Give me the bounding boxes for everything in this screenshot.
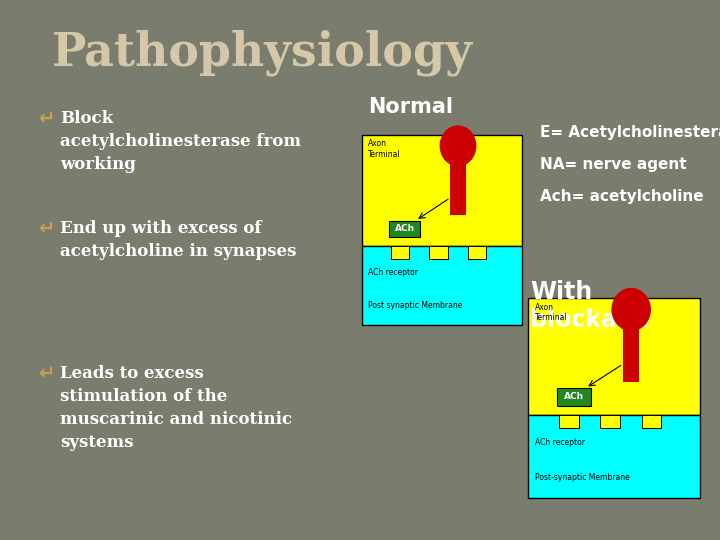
Bar xyxy=(467,246,486,259)
Text: Normal: Normal xyxy=(368,97,453,117)
Text: End up with excess of
acetylcholine in synapses: End up with excess of acetylcholine in s… xyxy=(60,220,297,260)
Bar xyxy=(600,415,620,428)
Bar xyxy=(642,415,661,428)
Text: ↵: ↵ xyxy=(38,220,55,239)
Text: With
blockade: With blockade xyxy=(530,280,650,332)
Text: ACh receptor: ACh receptor xyxy=(535,438,585,447)
Text: Ach= acetylcholine: Ach= acetylcholine xyxy=(540,189,703,204)
Ellipse shape xyxy=(611,288,651,331)
Text: Post synaptic Membrane: Post synaptic Membrane xyxy=(369,301,463,310)
Bar xyxy=(451,157,466,215)
Bar xyxy=(557,388,591,406)
Text: NA= nerve agent: NA= nerve agent xyxy=(540,157,687,172)
Bar xyxy=(391,246,409,259)
Bar xyxy=(362,135,522,246)
Text: ACh: ACh xyxy=(564,393,584,401)
Text: Axon
Terminal: Axon Terminal xyxy=(535,303,567,322)
Ellipse shape xyxy=(440,125,477,166)
Bar xyxy=(429,246,448,259)
Text: Leads to excess
stimulation of the
muscarinic and nicotinic
systems: Leads to excess stimulation of the musca… xyxy=(60,365,292,450)
Text: ACh: ACh xyxy=(395,225,415,233)
Bar xyxy=(528,415,700,498)
Text: Post-synaptic Membrane: Post-synaptic Membrane xyxy=(535,473,629,482)
Bar xyxy=(623,321,639,382)
Text: Pathophysiology: Pathophysiology xyxy=(52,30,473,77)
Bar xyxy=(528,298,700,415)
Bar xyxy=(362,246,522,325)
Text: Axon
Terminal: Axon Terminal xyxy=(369,139,401,159)
Text: ↵: ↵ xyxy=(38,110,55,129)
Bar xyxy=(390,220,420,237)
Text: ACh receptor: ACh receptor xyxy=(369,268,418,277)
Text: ↵: ↵ xyxy=(38,365,55,384)
Text: E= Acetylcholinesterase: E= Acetylcholinesterase xyxy=(540,125,720,140)
Bar xyxy=(559,415,579,428)
Text: Block
acetylcholinesterase from
working: Block acetylcholinesterase from working xyxy=(60,110,301,173)
